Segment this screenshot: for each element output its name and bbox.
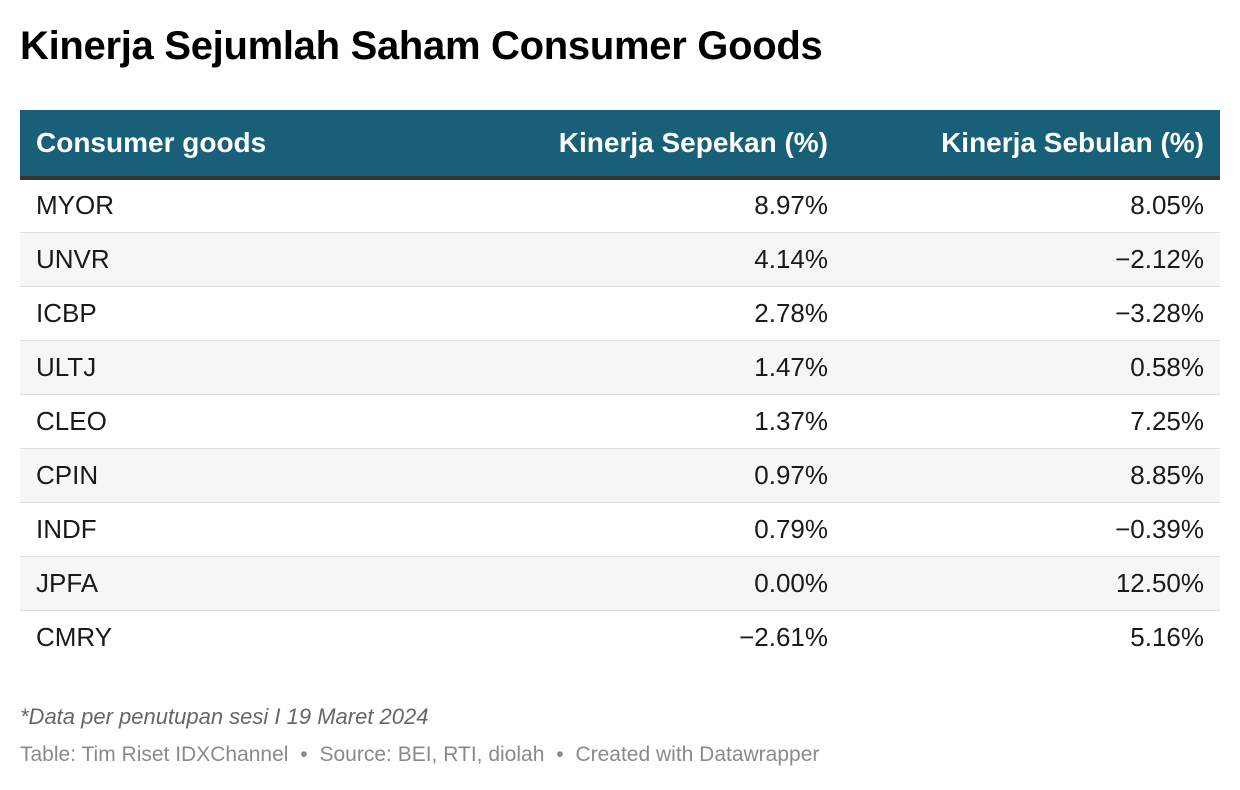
week-performance-cell: 0.97% <box>440 448 844 503</box>
data-table: Consumer goods Kinerja Sepekan (%) Kiner… <box>20 110 1220 664</box>
week-performance-cell: 4.14% <box>440 232 844 287</box>
data-note: *Data per penutupan sesi I 19 Maret 2024 <box>20 704 429 729</box>
month-performance-cell: −3.28% <box>844 286 1220 341</box>
week-performance-cell: −2.61% <box>739 621 828 652</box>
ticker-cell: INDF <box>20 502 440 557</box>
ticker-cell: MYOR <box>20 178 440 233</box>
week-performance-cell: 2.78% <box>440 286 844 341</box>
column-header-week[interactable]: Kinerja Sepekan (%) <box>440 110 844 180</box>
ticker-cell: UNVR <box>20 232 440 287</box>
week-performance-cell: 1.37% <box>440 394 844 449</box>
table-row: CLEO 1.37% 7.25% <box>20 394 1220 449</box>
footer-separator: • <box>556 743 564 766</box>
chart-title: Kinerja Sejumlah Saham Consumer Goods <box>20 24 823 68</box>
table-row: INDF 0.79% −0.39% <box>20 502 1220 557</box>
month-performance-cell: 5.16% <box>1130 621 1204 652</box>
ticker-cell: ICBP <box>20 286 440 341</box>
table-body: MYOR 8.97% 8.05% UNVR 4.14% −2.12% ICBP 2.78% −3… <box>20 178 1220 664</box>
table-row: CMRY −2.61% 5.16% <box>20 610 1220 664</box>
week-performance-cell: 8.97% <box>440 178 844 233</box>
week-performance-cell: 0.79% <box>440 502 844 557</box>
ticker-cell: CPIN <box>20 448 440 503</box>
table-row: JPFA 0.00% 12.50% <box>20 556 1220 611</box>
column-header-ticker[interactable]: Consumer goods <box>20 110 440 180</box>
month-performance-cell: 8.85% <box>844 448 1220 503</box>
table-header-row: Consumer goods Kinerja Sepekan (%) Kiner… <box>20 110 1220 180</box>
ticker-cell: CMRY <box>36 621 113 652</box>
month-performance-cell: −0.39% <box>844 502 1220 557</box>
month-performance-cell: 8.05% <box>844 178 1220 233</box>
column-header-month[interactable]: Kinerja Sebulan (%) <box>844 110 1220 180</box>
ticker-cell: ULTJ <box>20 340 440 395</box>
table-row: ICBP 2.78% −3.28% <box>20 286 1220 341</box>
month-performance-cell: 7.25% <box>844 394 1220 449</box>
week-performance-cell: 0.00% <box>440 556 844 611</box>
week-performance-cell: 1.47% <box>440 340 844 395</box>
month-performance-cell: 12.50% <box>844 556 1220 611</box>
table-row: MYOR 8.97% 8.05% <box>20 178 1220 233</box>
created-with-link[interactable]: Created with Datawrapper <box>575 743 820 766</box>
table-row: ULTJ 1.47% 0.58% <box>20 340 1220 395</box>
month-performance-cell: −2.12% <box>844 232 1220 287</box>
footer: Table: Tim Riset IDXChannel • Source: BE… <box>20 743 819 767</box>
source-credit: Source: BEI, RTI, diolah <box>319 743 545 766</box>
ticker-cell: CLEO <box>20 394 440 449</box>
footer-separator: • <box>300 743 308 766</box>
table-credit: Table: Tim Riset IDXChannel <box>20 743 289 766</box>
table-row: UNVR 4.14% −2.12% <box>20 232 1220 287</box>
table-row: CPIN 0.97% 8.85% <box>20 448 1220 503</box>
ticker-cell: JPFA <box>20 556 440 611</box>
month-performance-cell: 0.58% <box>844 340 1220 395</box>
